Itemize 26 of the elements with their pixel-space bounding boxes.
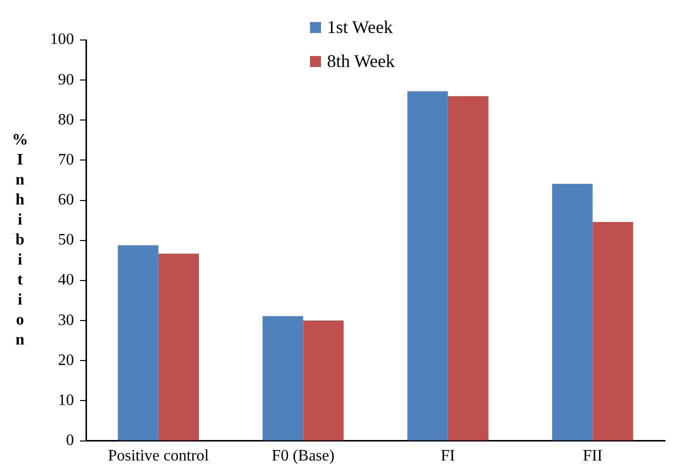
bar [158, 254, 199, 440]
bar [592, 222, 634, 440]
legend-label: 8th Week [327, 50, 395, 72]
x-tick-label: FII [582, 448, 602, 465]
y-tick-label: 60 [58, 192, 74, 209]
legend-label: 1st Week [327, 16, 393, 38]
bar [448, 96, 488, 440]
x-tick-label: F0 (Base) [272, 448, 334, 465]
y-tick-label: 80 [58, 111, 74, 128]
y-tick-label: 20 [58, 352, 74, 369]
bar [303, 320, 344, 440]
x-tick-label: Positive control [108, 448, 210, 465]
y-tick-label: 0 [66, 432, 74, 450]
y-tick-label: 40 [58, 272, 74, 289]
bar [262, 316, 304, 440]
y-tick-label: 10 [58, 392, 74, 409]
y-tick-label: 30 [58, 312, 74, 329]
y-tick-label: 70 [58, 151, 74, 168]
text: % Inhibition [12, 132, 28, 349]
bar [407, 91, 448, 440]
y-tick-label: 90 [58, 71, 74, 88]
bar [552, 184, 593, 440]
x-tick-label: FI [440, 448, 455, 465]
y-tick-label: 100 [50, 31, 74, 48]
y-tick-label: 50 [58, 232, 74, 249]
bar [118, 245, 158, 440]
